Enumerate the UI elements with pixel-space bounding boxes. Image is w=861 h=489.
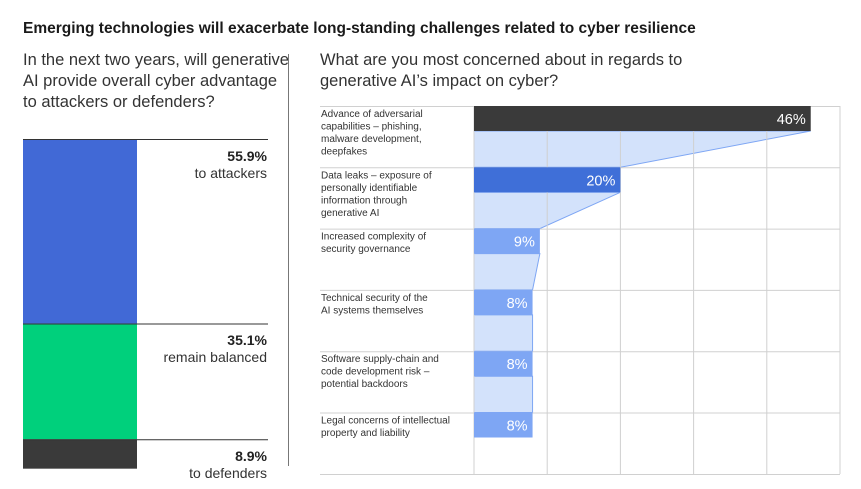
- category-label-line: Advance of adversarial: [321, 109, 423, 120]
- category-label-line: generative AI: [321, 208, 379, 219]
- bar-1: [474, 167, 621, 193]
- bar-3: [474, 289, 533, 315]
- category-label-line: Software supply-chain and: [321, 354, 439, 365]
- category-label-line: Technical security of the: [321, 293, 428, 304]
- right-question: What are you most concerned about in reg…: [320, 51, 683, 90]
- category-label-line: code development risk –: [321, 367, 430, 378]
- segment-description: to defenders: [189, 465, 267, 482]
- category-label-line: Increased complexity of: [321, 232, 426, 243]
- bar-0: [474, 106, 811, 131]
- bar-value-label-5: 8%: [507, 419, 528, 435]
- category-label-line: personally identifiable: [321, 183, 418, 194]
- funnel-connector-3: [473, 314, 534, 352]
- category-label-line: deepfakes: [321, 147, 367, 158]
- category-label-1: Data leaks – exposure of personally ident…: [321, 170, 432, 219]
- segment-description: to attackers: [194, 165, 267, 181]
- bar-2: [474, 228, 540, 254]
- category-label-line: Legal concerns of intellectual: [321, 416, 450, 427]
- segment-value: 35.1%: [227, 332, 267, 349]
- segment-value: 55.9%: [227, 148, 267, 164]
- bar-value-label-2: 9%: [514, 235, 535, 251]
- funnel-connector-4: [473, 375, 534, 413]
- bar-5: [474, 412, 533, 438]
- category-label-line: malware development,: [321, 134, 422, 145]
- category-label-line: capabilities – phishing,: [321, 122, 422, 133]
- category-label-line: Data leaks – exposure of: [321, 170, 432, 181]
- category-label-5: Legal concerns of intellectual property a…: [321, 416, 450, 440]
- category-label-line: information through: [321, 195, 407, 206]
- segment-label-0: 55.9% to attackers: [137, 148, 267, 182]
- chart-title: Emerging technologies will exacerbate lo…: [23, 20, 696, 37]
- category-label-line: potential backdoors: [321, 379, 408, 390]
- category-label-3: Technical security of the AI systems them…: [321, 293, 428, 317]
- divider: [288, 54, 289, 466]
- category-label-2: Increased complexity of security governan…: [321, 232, 426, 256]
- funnel-connector-0: [473, 130, 811, 168]
- segment-value: 8.9%: [235, 448, 267, 465]
- bar-value-label-4: 8%: [507, 357, 528, 373]
- funnel-connector-2: [473, 253, 541, 291]
- bar-value-label-3: 8%: [507, 296, 528, 312]
- stack-segment-2: [23, 439, 137, 469]
- segment-label-2: 8.9% to defenders: [137, 448, 267, 482]
- category-label-line: property and liability: [321, 428, 410, 439]
- segment-description: remain balanced: [163, 349, 267, 366]
- segment-label-1: 35.1% remain balanced: [137, 332, 267, 366]
- bar-4: [474, 351, 533, 377]
- bar-value-label-0: 46%: [777, 112, 806, 128]
- category-label-line: security governance: [321, 244, 411, 255]
- category-label-4: Software supply-chain and code developmen…: [321, 354, 439, 390]
- left-question: In the next two years, will generative A…: [23, 51, 289, 111]
- category-label-0: Advance of adversarial capabilities – phi…: [321, 109, 423, 158]
- bar-value-label-1: 20%: [586, 173, 615, 189]
- category-label-line: AI systems themselves: [321, 305, 423, 316]
- stack-segment-1: [23, 323, 137, 440]
- stack-segment-0: [23, 139, 137, 324]
